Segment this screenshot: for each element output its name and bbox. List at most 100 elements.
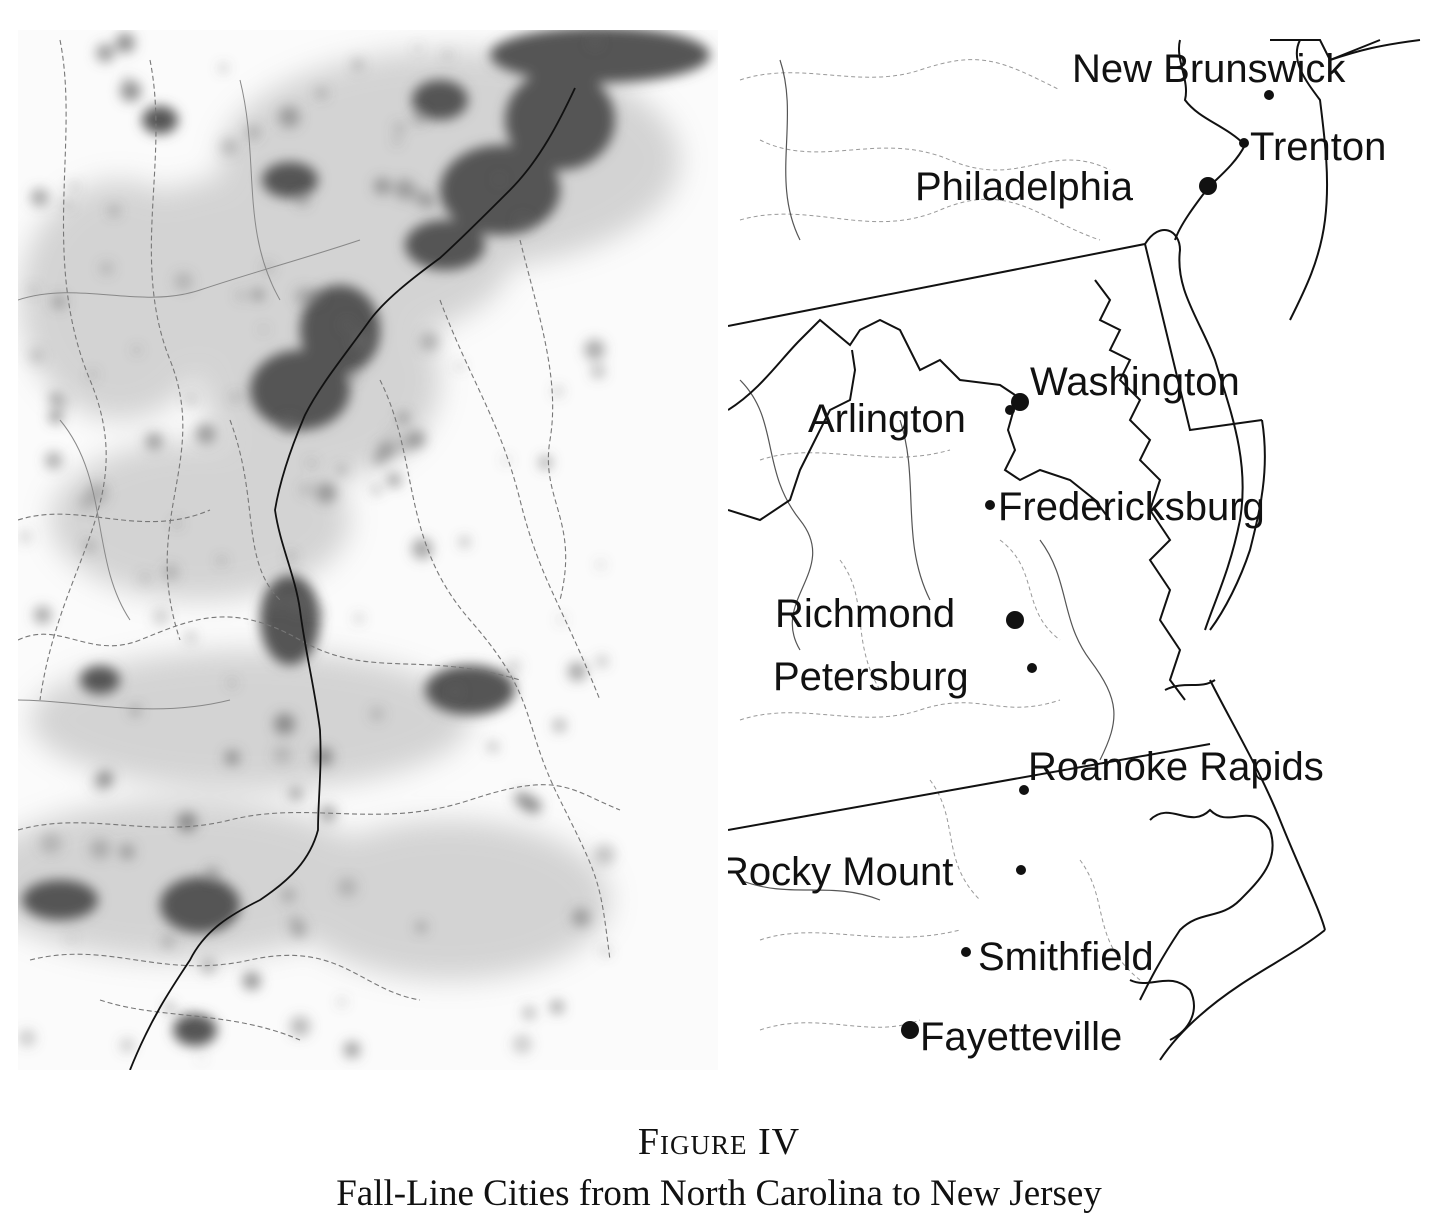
town-spot	[591, 364, 605, 378]
population-density-map	[18, 30, 718, 1070]
town-spot	[77, 493, 96, 512]
city-dot-washington	[1011, 393, 1029, 411]
city-label-roanoke-rapids: Roanoke Rapids	[1028, 745, 1324, 789]
city-dot-rocky-mount	[1016, 865, 1026, 875]
city-label-richmond: Richmond	[775, 592, 955, 636]
town-spot	[287, 552, 295, 561]
town-spot	[28, 348, 45, 364]
town-spot	[572, 908, 591, 927]
city-dot-new-brunswick	[1264, 90, 1274, 100]
town-spot	[320, 806, 336, 822]
town-spot	[164, 1002, 175, 1013]
town-spot	[416, 922, 427, 932]
town-spot	[373, 177, 391, 195]
town-spot	[185, 394, 197, 406]
figure-title: Fall-Line Cities from North Carolina to …	[336, 1173, 1102, 1214]
town-spot	[218, 557, 226, 565]
town-spot	[567, 662, 587, 681]
town-spot	[337, 877, 357, 897]
left-boundaries	[18, 39, 621, 1041]
town-spot	[273, 745, 292, 765]
town-spot	[278, 106, 301, 128]
town-spot	[161, 935, 175, 949]
town-spot	[236, 290, 247, 301]
town-spot	[495, 175, 504, 184]
density-cores	[22, 30, 710, 1046]
town-spot	[352, 59, 364, 71]
town-spot	[459, 537, 470, 547]
town-spot	[393, 137, 401, 146]
town-spot	[300, 483, 313, 496]
right-county-lines	[739, 59, 1141, 1031]
city-label-fayetteville: Fayetteville	[920, 1015, 1122, 1059]
town-spot	[377, 440, 396, 459]
town-spot	[133, 346, 140, 354]
town-spot	[316, 482, 337, 503]
city-dot-richmond	[1006, 611, 1024, 629]
town-spot	[139, 572, 151, 584]
fall-line	[129, 87, 576, 1070]
town-spot	[414, 44, 421, 52]
town-spot	[100, 261, 114, 275]
town-spot	[82, 539, 96, 553]
town-spot	[557, 616, 566, 624]
city-label-new-brunswick: New Brunswick	[1072, 47, 1346, 91]
town-spot	[584, 339, 605, 360]
city-markers: New Brunswick Trenton Philadelphia Washingt…	[720, 47, 1386, 1059]
city-dot-arlington	[1005, 405, 1015, 415]
figure-label: Figure IV	[637, 1121, 801, 1163]
city-dot-petersburg	[1027, 663, 1037, 673]
town-spot	[153, 609, 169, 625]
town-spot	[551, 1000, 564, 1014]
town-spot	[395, 434, 415, 454]
town-spot	[338, 998, 346, 1006]
city-dot-fredericksburg	[985, 500, 995, 510]
town-spot	[89, 838, 111, 860]
town-spot	[295, 192, 310, 207]
town-spot	[315, 608, 324, 616]
town-spot	[456, 363, 464, 370]
town-spot	[290, 787, 302, 800]
city-dot-fayetteville	[901, 1021, 919, 1039]
city-label-fredericksburg: Fredericksburg	[998, 485, 1265, 529]
town-spot	[411, 538, 433, 560]
city-dot-smithfield	[961, 947, 971, 957]
town-spot	[120, 80, 142, 102]
town-spot	[119, 844, 135, 860]
town-spot	[354, 614, 363, 623]
town-spot	[34, 606, 52, 624]
town-spot	[224, 750, 240, 766]
town-spot	[67, 935, 76, 943]
town-spot	[205, 866, 220, 880]
town-spot	[173, 519, 181, 528]
town-spot	[174, 272, 193, 291]
town-spot	[52, 294, 67, 309]
town-spot	[316, 87, 327, 99]
town-spot	[553, 719, 566, 732]
town-spot	[513, 1035, 532, 1054]
town-spot	[387, 473, 401, 487]
town-spot	[341, 318, 353, 331]
city-label-rocky-mount: Rocky Mount	[720, 850, 953, 894]
town-spot	[130, 705, 141, 716]
town-spot	[443, 50, 452, 59]
town-spot	[177, 812, 198, 832]
density-town-spots	[18, 33, 615, 1062]
left-state-lines	[18, 79, 361, 710]
town-spot	[523, 1006, 536, 1020]
right-boundaries-thin	[739, 59, 1115, 901]
town-spot	[420, 332, 439, 352]
town-spot	[372, 486, 381, 494]
town-spot	[281, 417, 297, 433]
town-spot	[596, 655, 608, 668]
town-spot	[343, 1041, 361, 1058]
town-spot	[517, 793, 535, 811]
town-spot	[97, 770, 114, 787]
town-spot	[337, 466, 346, 474]
town-spot	[63, 200, 72, 209]
town-spot	[96, 44, 115, 62]
town-spot	[268, 592, 285, 610]
town-spot	[281, 888, 295, 902]
town-spot	[29, 286, 38, 295]
